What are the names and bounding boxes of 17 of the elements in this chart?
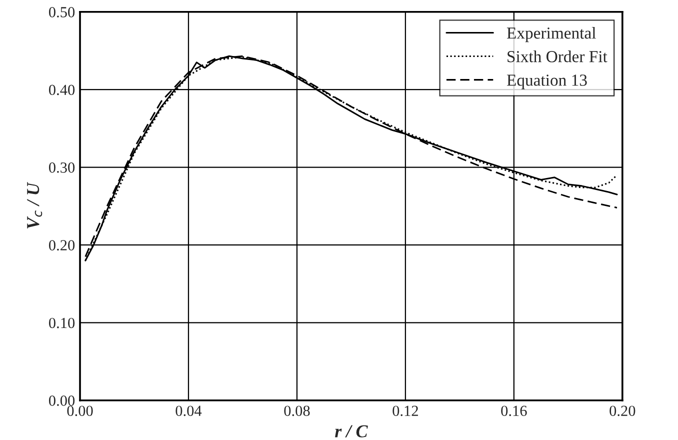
legend-label: Equation 13 [506,74,587,90]
legend-label: Experimental [506,26,596,42]
y-tick-label: 0.00 [48,396,75,406]
y-tick-label: 0.30 [48,162,75,173]
x-axis-title: r / C [335,425,368,438]
x-tick-label: 0.12 [392,406,418,416]
x-tick-label: 0.20 [610,406,636,416]
x-tick-label: 0.00 [67,406,93,416]
x-tick-label: 0.16 [501,406,527,416]
x-tick-label: 0.08 [284,406,310,416]
y-tick-label: 0.50 [48,7,75,18]
y-tick-label: 0.40 [48,84,75,96]
y-tick-label: 0.10 [48,318,75,328]
y-axis-title: V$_{c}$ / U [27,182,42,228]
y-tick-label: 0.20 [48,240,75,251]
legend-label: Sixth Order Fit [508,50,608,62]
x-tick-label: 0.04 [176,406,202,416]
